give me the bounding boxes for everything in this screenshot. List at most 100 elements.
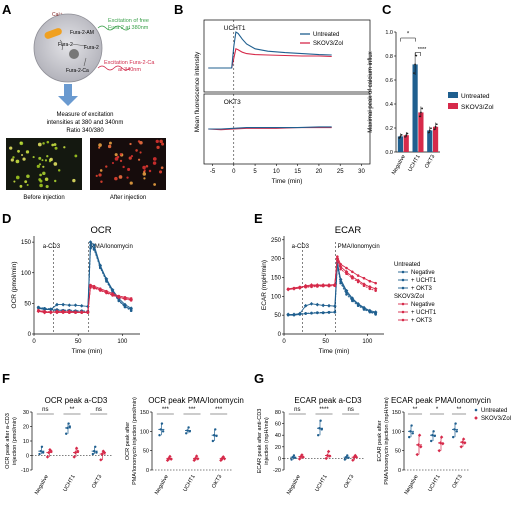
- sig-bracket: [415, 52, 421, 56]
- data-point: [433, 434, 436, 438]
- x-tick-label: 100: [362, 339, 373, 345]
- sig-label: ***: [162, 407, 170, 413]
- data-point: [413, 72, 415, 75]
- y-tick-label: 0: [398, 468, 401, 474]
- data-point: [74, 311, 77, 314]
- y-tick-label: 0: [26, 454, 29, 460]
- legend-label: SKOV3/Zol: [461, 104, 494, 111]
- legend-label: + UCHT1: [411, 310, 437, 316]
- y-tick-label: 250: [271, 238, 282, 244]
- ca-label: Ca²⁺: [52, 12, 63, 18]
- legend-marker: [401, 278, 405, 282]
- data-point: [453, 428, 456, 431]
- chart-c-calcium-peak-bars: 0.0 0.2 0.4 0.6 0.8 1.0 Maximal peak of calciu…: [368, 30, 494, 176]
- data-point: [212, 434, 216, 437]
- cell-dot: [109, 141, 112, 145]
- sig-label: ns: [42, 407, 48, 413]
- cell-dot: [22, 157, 26, 161]
- before-label: Before injection: [23, 195, 64, 201]
- cell-dot: [155, 139, 159, 144]
- y-tick-label: 10: [23, 439, 29, 445]
- data-point: [68, 425, 72, 428]
- ex-ca-line1: Excitation Fura-2-Ca: [104, 60, 155, 66]
- data-point: [350, 296, 355, 301]
- x-tick-label: OKT3: [91, 474, 103, 489]
- injection-label: a-CD3: [43, 244, 61, 250]
- data-point: [73, 450, 78, 455]
- y-tick-label: 0.2: [385, 126, 393, 132]
- x-axis-label: Time (min): [272, 178, 303, 185]
- cell-dot: [42, 142, 45, 145]
- data-point: [454, 422, 457, 425]
- data-point: [339, 281, 342, 285]
- cell-dot: [98, 146, 101, 149]
- data-point: [66, 426, 69, 430]
- legend-label: Untreated: [481, 408, 507, 414]
- data-point: [98, 266, 102, 270]
- legend-marker: [474, 416, 478, 420]
- cell-dot: [41, 159, 44, 162]
- panel-label-d: D: [2, 211, 11, 226]
- data-point: [158, 434, 161, 437]
- y-tick-label: 50: [274, 313, 281, 319]
- cell-dot: [114, 176, 118, 181]
- chart-f2-ocr-peak-pma: OCR peak PMA/Ionomycin 0 50 100 150 OCR peak …: [125, 396, 244, 496]
- cell-dot: [160, 166, 164, 170]
- cell-dot: [15, 159, 20, 164]
- fura2ca-label: Fura-2-Ca: [66, 68, 89, 74]
- legend-marker: [474, 408, 478, 412]
- data-point: [346, 454, 349, 457]
- data-point: [67, 422, 70, 425]
- cell-dot: [38, 163, 42, 166]
- y-axis-label: Maximal peak of calcium influx: [368, 51, 374, 132]
- y-tick-label: 20: [275, 445, 281, 451]
- y-tick-label: 0.0: [385, 150, 393, 156]
- data-point: [61, 302, 65, 307]
- measure-line2: intensities at 380 and 340nm: [47, 120, 124, 126]
- data-point: [169, 457, 173, 461]
- data-point: [418, 115, 421, 118]
- data-point: [159, 428, 162, 431]
- cell-dot: [48, 160, 52, 163]
- injection-label: PMA/Ionomycin: [338, 244, 380, 250]
- data-point: [40, 445, 44, 448]
- cell-dot: [99, 169, 103, 172]
- data-point: [92, 449, 96, 453]
- cell-dot: [53, 143, 57, 146]
- cell-dot: [42, 165, 45, 168]
- data-point: [434, 125, 437, 128]
- data-point: [326, 449, 331, 454]
- sig-label: ****: [319, 407, 329, 413]
- data-point: [421, 107, 423, 110]
- data-point: [105, 291, 108, 295]
- bar-negative-untreated: [397, 136, 404, 152]
- data-point: [409, 430, 412, 433]
- cell-dot: [156, 145, 160, 150]
- data-point: [411, 432, 414, 435]
- cell-dot: [105, 165, 108, 168]
- x-tick-label: 15: [294, 169, 301, 175]
- cell-dot: [139, 141, 143, 145]
- y-tick-label: 0: [146, 468, 149, 474]
- x-tick-label: 25: [337, 169, 344, 175]
- panel-label-b: B: [174, 2, 183, 17]
- plot-frame: [203, 19, 371, 93]
- legend-label: Untreated: [461, 93, 490, 100]
- data-point: [433, 128, 436, 131]
- red-wave: [97, 65, 131, 71]
- data-point: [168, 454, 172, 459]
- cell-dot: [53, 162, 58, 166]
- data-point: [293, 456, 297, 460]
- cell-dot: [42, 171, 46, 176]
- data-point: [428, 129, 431, 132]
- data-point: [368, 287, 372, 291]
- data-point: [89, 246, 92, 250]
- legend-label: + UCHT1: [411, 278, 437, 284]
- data-point: [38, 452, 41, 456]
- y-tick-label: 150: [21, 240, 32, 246]
- data-point: [437, 448, 441, 453]
- x-tick-label: Negative: [391, 154, 407, 176]
- y-tick-label: 200: [271, 257, 282, 263]
- y-axis-label: PMA/Ionomycin injection (mpH/min): [384, 397, 390, 485]
- data-point: [406, 132, 409, 135]
